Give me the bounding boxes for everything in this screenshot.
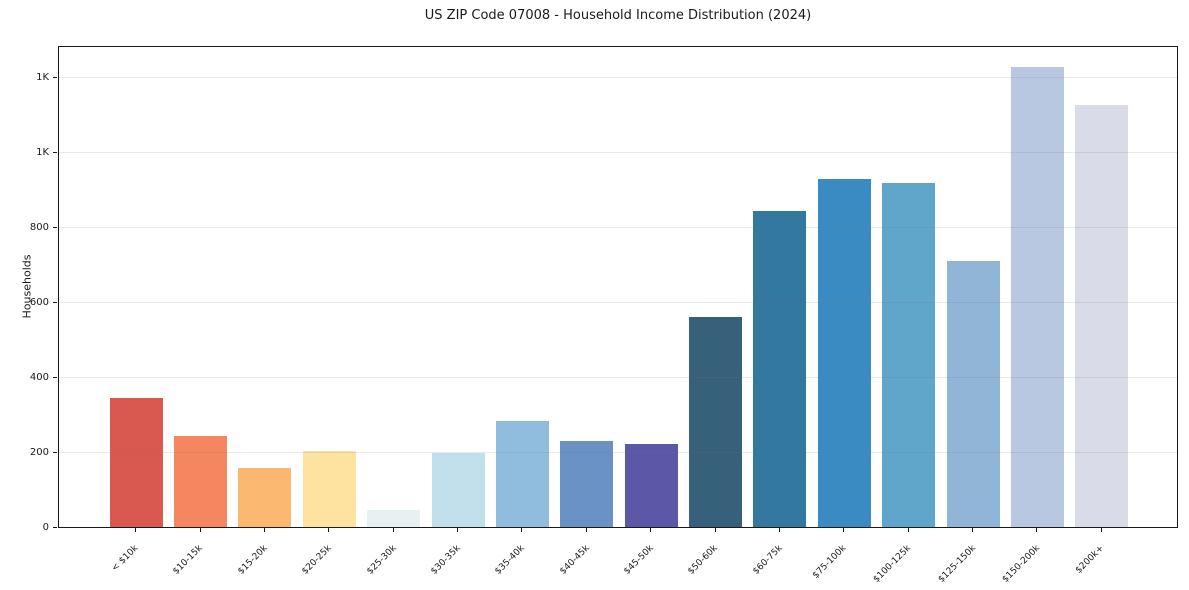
x-tick-label-$125-150k: $125-150k (936, 543, 978, 585)
y-tick-label-400-400: 400 (29, 371, 49, 383)
bar-$75-100k (817, 178, 871, 527)
x-tick-mark-$125-150k (972, 528, 974, 532)
x-tick-label-$30-35k: $30-35k (429, 543, 463, 577)
x-tick-mark-$45-50k (650, 528, 652, 532)
plot-area (58, 46, 1178, 528)
x-tick-mark-$150-200k (1036, 528, 1038, 532)
x-tick-label-$10-15k: $10-15k (171, 543, 206, 577)
x-tick-label-$35-40k: $35-40k (493, 543, 527, 577)
y-tick-mark-1200 (53, 76, 57, 78)
chart-title: US ZIP Code 07008 - Household Income Dis… (424, 8, 812, 23)
x-tick-mark-$60-75k (778, 528, 780, 532)
x-tick-mark-$15-20k (263, 528, 265, 532)
x-tick-label-$15-20k: $15-20k (236, 543, 270, 577)
y-tick-mark-600 (53, 301, 57, 303)
y-tick-mark-0 (53, 527, 57, 528)
x-tick-mark-$35-40k (521, 528, 523, 532)
bar-$35-40k (495, 420, 549, 527)
x-tick-mark-$30-35k (457, 528, 459, 532)
bar-$40-45k (560, 440, 614, 527)
bar-$150-200k (1010, 67, 1064, 527)
gridline-400 (59, 376, 1177, 378)
y-tick-label-600-600: 600 (29, 296, 49, 308)
y-tick-label-1K-1200: 1K (36, 71, 49, 83)
x-tick-label-$200k+: $200k+ (1074, 543, 1107, 576)
y-axis-label: Households (20, 254, 34, 319)
x-tick-label-$150-200k: $150-200k (1000, 543, 1042, 585)
y-tick-mark-200 (53, 451, 57, 453)
y-tick-label-200-200: 200 (29, 446, 49, 458)
gridline-1200 (59, 76, 1177, 78)
x-tick-mark-$50-60k (714, 528, 716, 532)
bar-$125-150k (946, 261, 1000, 527)
y-tick-mark-800 (53, 226, 57, 228)
y-tick-label-800-800: 800 (29, 221, 49, 233)
bar-$10-15k (174, 435, 228, 527)
bar-$45-50k (624, 444, 678, 527)
bar-$20-25k (302, 451, 356, 527)
bar-$30-35k (431, 452, 485, 527)
gridline-800 (59, 226, 1177, 228)
bar-$60-75k (753, 210, 807, 527)
x-tick-mark-$100-125k (907, 528, 909, 532)
bar-$15-20k (238, 468, 292, 527)
y-tick-label-1K-1000: 1K (36, 146, 49, 158)
y-tick-label-0-0: 0 (42, 522, 49, 533)
gridline-600 (59, 301, 1177, 303)
x-tick-mark-$75-100k (843, 528, 845, 532)
x-tick-mark-< $10k (135, 528, 137, 532)
x-tick-label-$60-75k: $60-75k (751, 543, 785, 577)
x-tick-mark-$20-25k (328, 528, 330, 532)
bar-$100-125k (882, 182, 936, 527)
x-tick-label-$100-125k: $100-125k (871, 543, 914, 585)
bar-$200k+ (1075, 104, 1129, 527)
x-tick-label-$75-100k: $75-100k (811, 543, 849, 581)
x-tick-mark-$200k+ (1100, 528, 1102, 532)
x-tick-mark-$40-45k (585, 528, 587, 532)
y-tick-mark-1000 (53, 151, 57, 153)
x-tick-label-$40-45k: $40-45k (558, 543, 592, 577)
x-tick-mark-$10-15k (199, 528, 201, 532)
y-tick-mark-400 (53, 376, 57, 378)
gridline-1000 (59, 151, 1177, 153)
bar-$25-30k (367, 510, 421, 527)
x-tick-mark-$25-30k (392, 528, 394, 532)
bar-< $10k (109, 397, 163, 527)
x-tick-label-$20-25k: $20-25k (300, 543, 334, 577)
x-tick-label-< $10k: < $10k (110, 543, 141, 574)
gridline-200 (59, 451, 1177, 453)
x-tick-label-$45-50k: $45-50k (622, 543, 656, 577)
x-tick-label-$50-60k: $50-60k (686, 543, 721, 577)
bar-$50-60k (689, 316, 743, 527)
x-tick-label-$25-30k: $25-30k (364, 543, 399, 577)
